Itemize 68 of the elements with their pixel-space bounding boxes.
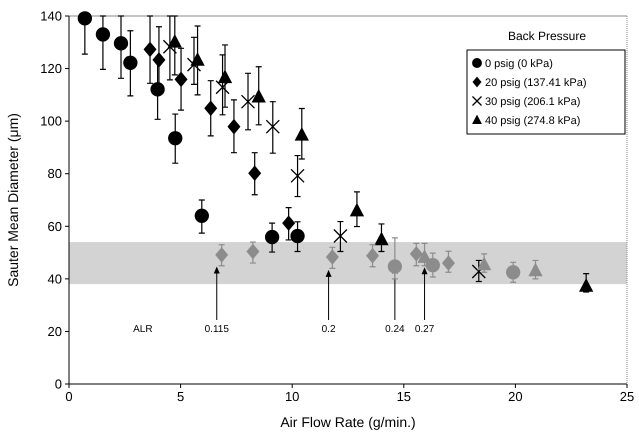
point <box>248 165 262 181</box>
point <box>366 248 380 264</box>
x-tick-label: 25 <box>620 389 634 404</box>
point <box>152 52 166 68</box>
legend-label: 20 psig (137.41 kPa) <box>485 77 587 89</box>
point <box>78 11 92 26</box>
legend-title: Back Pressure <box>508 29 586 43</box>
x-tick-label: 10 <box>284 389 300 404</box>
point <box>426 258 440 272</box>
point <box>388 259 402 274</box>
x-tick-label: 0 <box>65 389 73 404</box>
point <box>123 56 138 70</box>
point <box>294 127 309 141</box>
point <box>333 228 348 244</box>
point <box>240 94 256 109</box>
point <box>264 230 280 244</box>
point <box>290 168 305 183</box>
y-tick-label: 120 <box>40 61 62 76</box>
point <box>472 264 486 279</box>
point <box>410 246 423 262</box>
x-tick-label: 15 <box>396 389 412 404</box>
point <box>290 228 305 244</box>
point <box>162 40 178 54</box>
point <box>174 72 188 88</box>
point <box>442 255 455 271</box>
x-axis-title: Air Flow Rate (g/min.) <box>280 414 416 430</box>
y-tick-label: 60 <box>48 218 62 234</box>
y-tick-label: 0 <box>54 376 62 392</box>
legend-label: 0 psig (0 kPa) <box>485 58 553 70</box>
point <box>477 256 492 270</box>
legend-label: 30 psig (206.1 kPa) <box>485 96 580 108</box>
x-tick-label: 5 <box>176 389 184 404</box>
point <box>168 131 182 146</box>
legend-label: 40 psig (274.8 kPa) <box>485 115 580 127</box>
point <box>266 120 280 134</box>
annotation: 0.2 <box>322 324 336 335</box>
y-tick-label: 100 <box>40 114 62 129</box>
point <box>96 27 110 42</box>
point <box>252 88 266 103</box>
point <box>282 215 296 231</box>
y-tick-label: 40 <box>48 271 62 286</box>
y-tick-label: 20 <box>48 324 62 339</box>
point <box>246 244 260 260</box>
point <box>150 82 165 96</box>
x-tick-label: 20 <box>508 389 523 404</box>
annotation: 0.115 <box>204 324 230 335</box>
point <box>144 42 157 58</box>
y-tick-label: 140 <box>40 8 62 24</box>
point <box>528 262 543 276</box>
point <box>190 52 205 66</box>
point <box>350 202 364 216</box>
point <box>579 278 594 292</box>
point <box>168 34 182 48</box>
point <box>204 100 218 116</box>
point <box>227 118 240 134</box>
point <box>186 57 202 72</box>
point <box>374 232 389 246</box>
point <box>218 69 232 84</box>
annotation: ALR <box>133 324 153 335</box>
point <box>506 265 520 280</box>
annotation: 0.24 <box>385 324 406 335</box>
point <box>215 247 228 263</box>
y-tick-label: 80 <box>48 166 62 182</box>
point <box>326 249 339 265</box>
annotation: 0.27 <box>414 324 435 335</box>
point <box>114 36 128 50</box>
point <box>194 208 209 223</box>
y-axis-title: Sauter Mean Diameter (μm) <box>5 113 21 287</box>
